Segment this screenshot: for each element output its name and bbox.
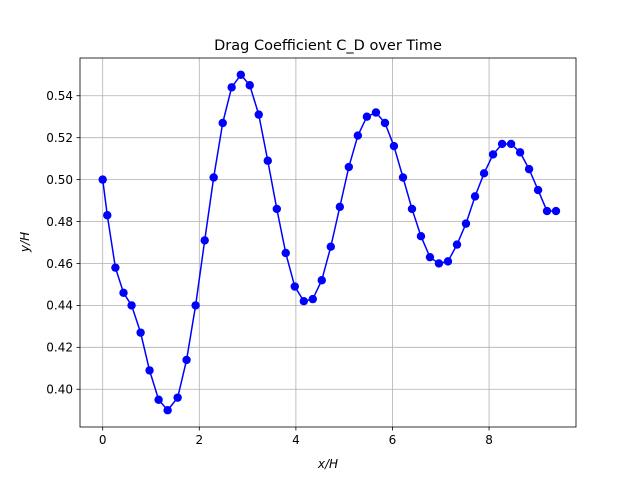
- x-tick-label: 0: [99, 433, 107, 447]
- data-point: [127, 301, 136, 310]
- data-point: [434, 259, 444, 268]
- data-point: [380, 118, 390, 128]
- y-tick-label: 0.48: [46, 215, 73, 229]
- data-point: [163, 406, 172, 415]
- data-point: [488, 150, 498, 159]
- y-tick-label: 0.50: [46, 173, 73, 187]
- data-point: [533, 185, 543, 195]
- x-axis: 0 2 4 6 8: [99, 427, 493, 447]
- data-point: [182, 355, 191, 365]
- plot-frame: [79, 57, 577, 428]
- data-point: [407, 204, 417, 214]
- data-point: [470, 192, 480, 201]
- data-point: [154, 395, 163, 404]
- y-tick-label: 0.44: [46, 299, 73, 313]
- data-point: [263, 156, 272, 165]
- data-point: [281, 248, 290, 258]
- data-point: [308, 294, 317, 304]
- data-point: [200, 236, 209, 245]
- y-tick-label: 0.42: [46, 341, 73, 355]
- y-tick-label: 0.54: [46, 89, 73, 103]
- data-point: [326, 242, 336, 251]
- x-tick-label: 6: [389, 433, 397, 447]
- data-point: [416, 232, 426, 241]
- data-point: [245, 81, 254, 90]
- data-point: [98, 175, 107, 184]
- data-point: [452, 240, 462, 249]
- data-point: [290, 282, 299, 291]
- data-point: [353, 131, 363, 140]
- y-tick-label: 0.46: [46, 257, 73, 271]
- data-point: [506, 139, 516, 149]
- data-point: [317, 276, 326, 285]
- data-point: [236, 70, 246, 79]
- x-tick-label: 2: [195, 433, 203, 447]
- data-point: [542, 206, 552, 216]
- data-point: [371, 108, 381, 117]
- data-point: [103, 211, 112, 220]
- data-point: [209, 173, 218, 182]
- chart-title: Drag Coefficient C_D over Time: [214, 38, 442, 54]
- series-line: [101, 74, 557, 411]
- data-point: [136, 328, 145, 337]
- data-point: [191, 301, 200, 310]
- data-point: [389, 141, 399, 151]
- data-point: [551, 206, 561, 216]
- grid: [80, 58, 576, 427]
- data-point: [362, 112, 372, 121]
- y-tick-label: 0.40: [46, 383, 73, 397]
- data-point: [145, 366, 154, 375]
- data-point: [111, 263, 120, 272]
- data-point: [524, 164, 534, 174]
- data-point: [515, 148, 525, 157]
- data-point: [497, 139, 507, 149]
- data-point: [461, 219, 471, 228]
- x-tick-label: 8: [485, 433, 493, 447]
- data-point: [479, 169, 489, 178]
- x-axis-label: x/H: [317, 457, 338, 471]
- y-axis-label: y/H: [18, 232, 32, 253]
- y-axis: 0.40 0.42 0.44 0.46 0.48 0.50 0.52 0.54: [46, 89, 80, 397]
- data-point: [425, 252, 435, 262]
- data-point: [398, 173, 408, 182]
- plot-area: [80, 58, 576, 427]
- data-point: [443, 257, 453, 266]
- data-series: [98, 70, 561, 415]
- data-point: [335, 202, 345, 212]
- data-point: [227, 83, 236, 92]
- data-point: [173, 393, 182, 402]
- data-point: [254, 110, 263, 119]
- x-tick-label: 4: [292, 433, 300, 447]
- data-point: [272, 204, 282, 214]
- data-point: [299, 297, 309, 306]
- data-point: [344, 162, 354, 172]
- data-point: [119, 288, 128, 298]
- data-point: [218, 118, 227, 128]
- y-tick-label: 0.52: [46, 131, 73, 145]
